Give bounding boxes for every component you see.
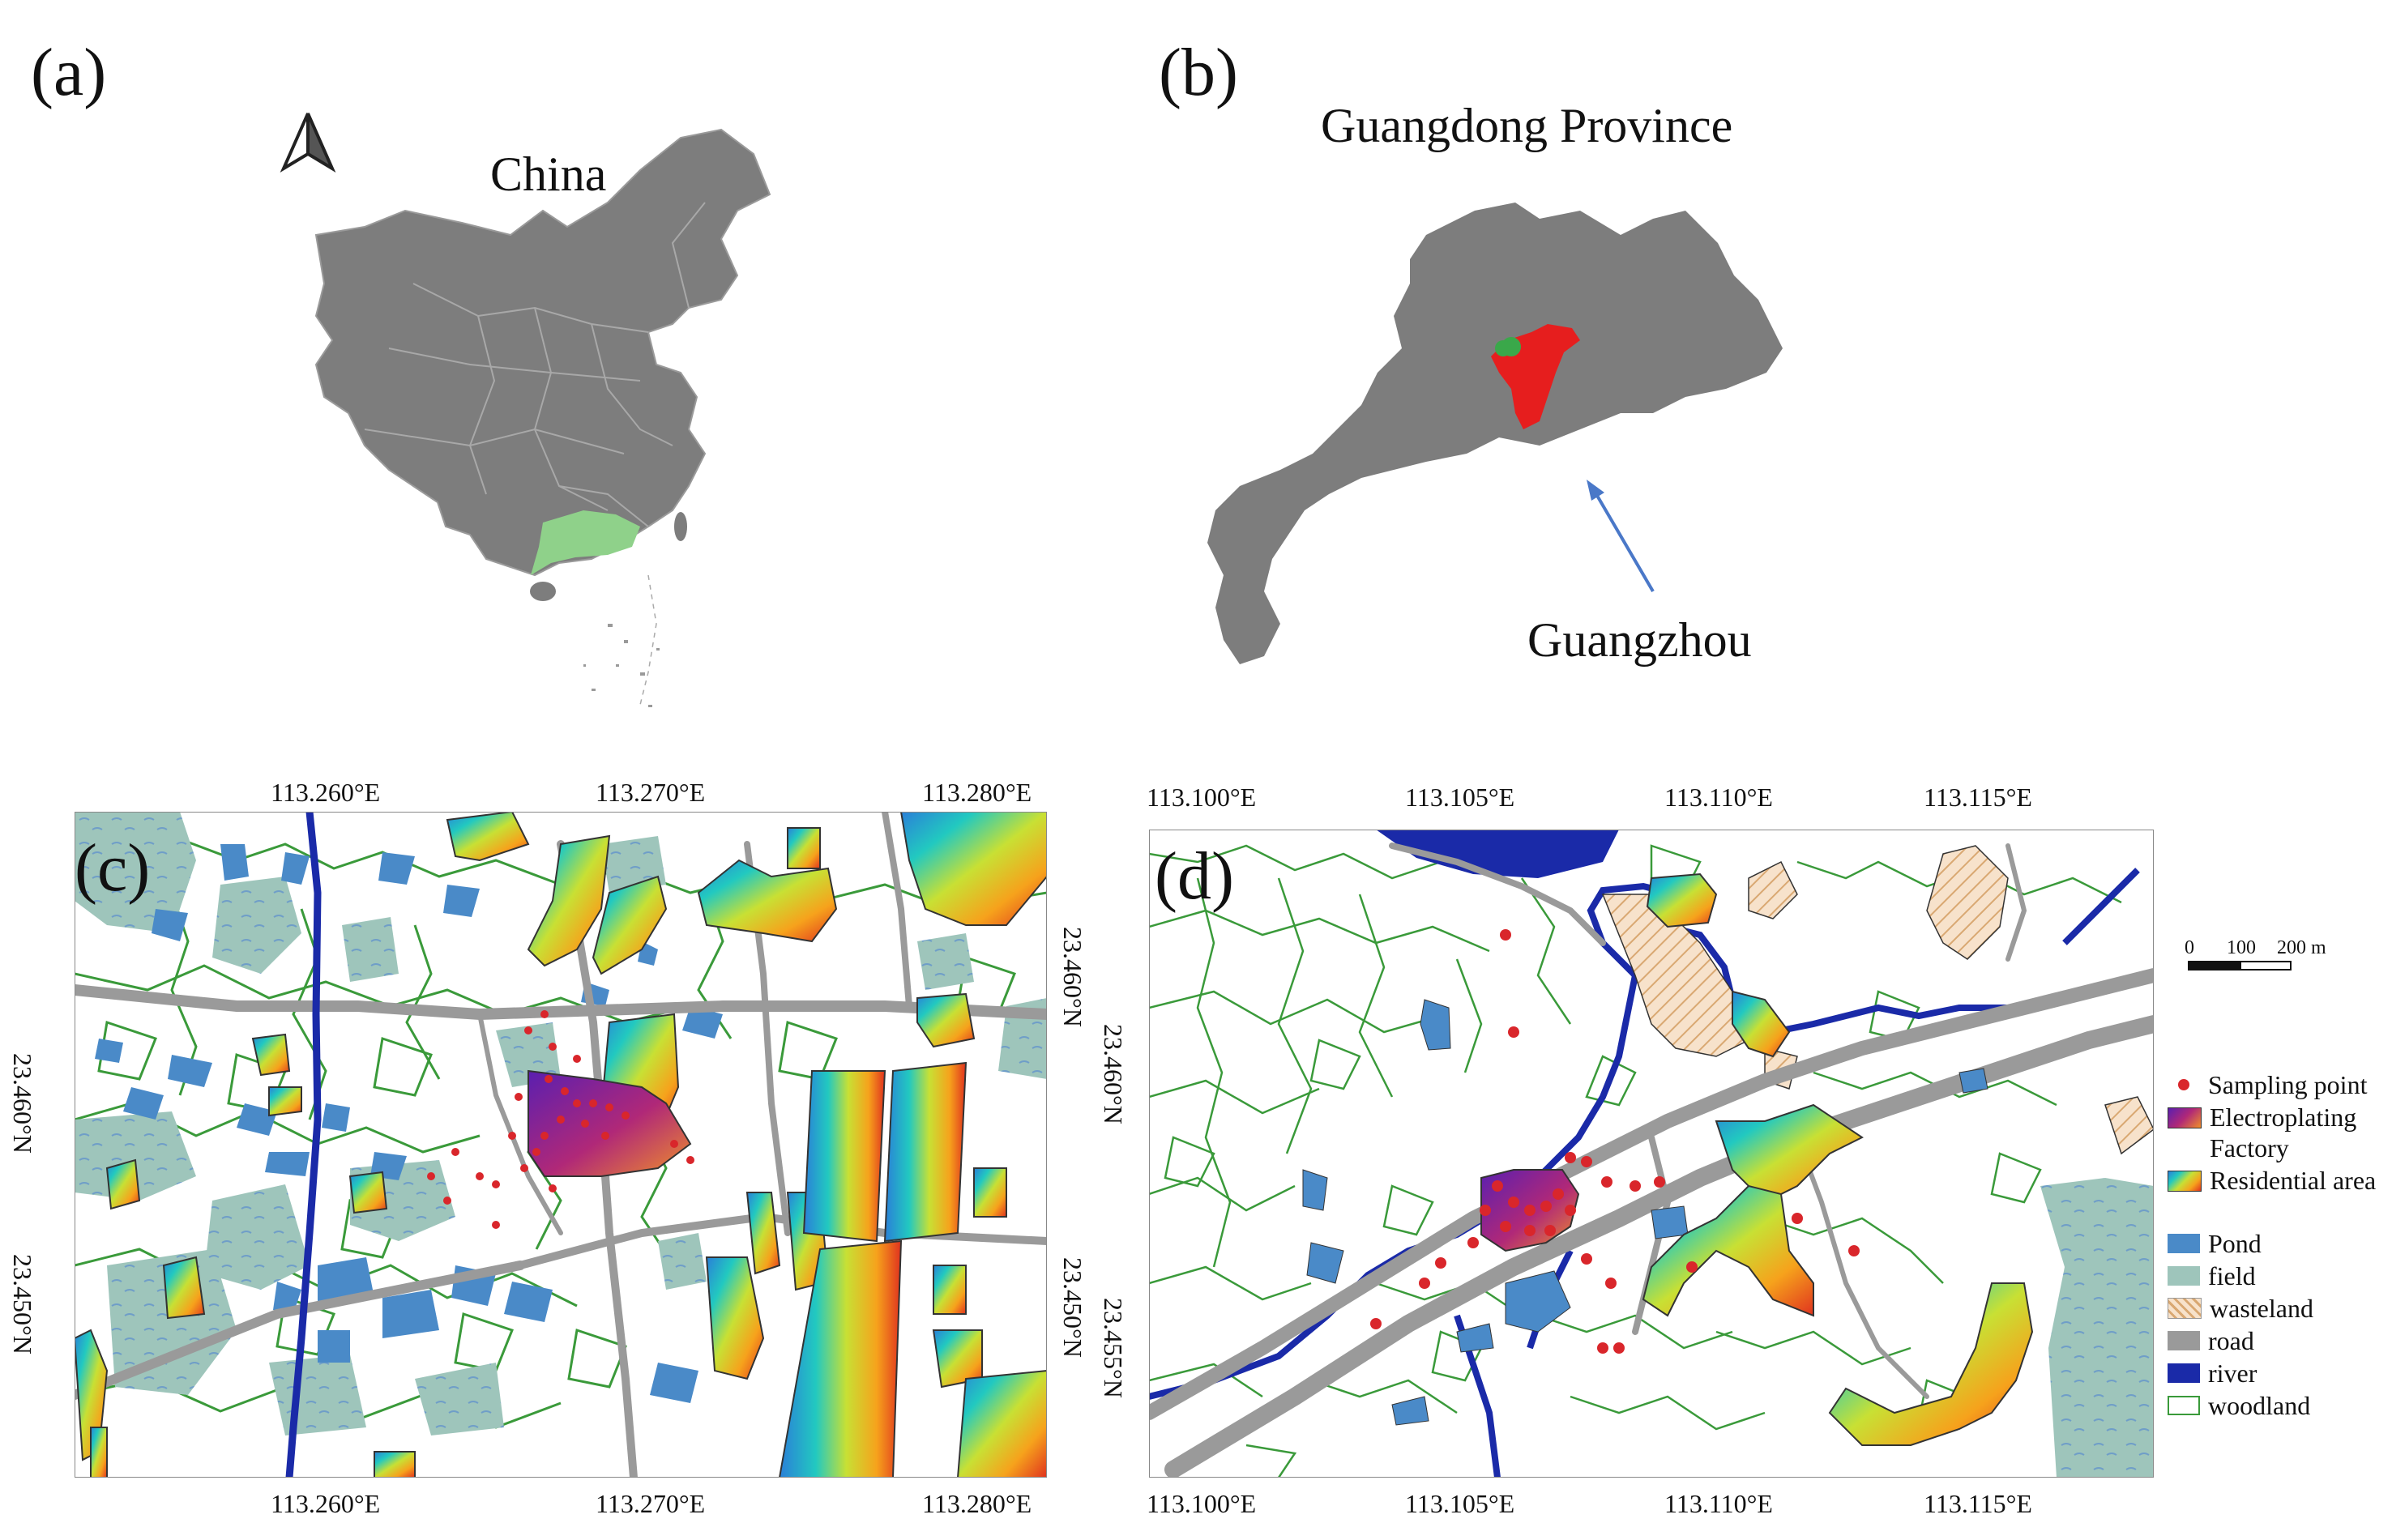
field-icon <box>2168 1266 2200 1286</box>
c-top-lon-2: 113.270°E <box>596 778 706 807</box>
legend-sampling-point: Sampling point <box>2168 1069 2367 1100</box>
china-label: China <box>490 147 607 201</box>
pond-areas <box>1302 999 1988 1426</box>
c-top-lon-1: 113.260°E <box>271 778 381 807</box>
river-lake <box>1376 830 1619 878</box>
field-area <box>2040 1178 2154 1478</box>
legend-field: field <box>2168 1261 2256 1291</box>
scale-label-0: 0 <box>2185 937 2194 958</box>
c-right-lat-1: 23.460°N <box>1058 927 1087 1027</box>
north-arrow-icon <box>280 113 336 173</box>
panel-c-frame <box>75 812 1047 1478</box>
hainan-island <box>530 582 556 601</box>
d-left-lat-1: 23.460°N <box>1099 1024 1128 1124</box>
legend: Sampling point Electroplating Factory Re… <box>2159 1069 2390 1426</box>
c-bot-lon-2: 113.270°E <box>596 1489 706 1518</box>
panel-b-map <box>1207 203 1783 664</box>
d-top-lon-2: 113.105°E <box>1405 783 1515 812</box>
road-network <box>1149 843 2154 1478</box>
panel-d-frame <box>1149 830 2154 1478</box>
river-line <box>285 812 322 1478</box>
electroplating-factory <box>528 1069 692 1177</box>
legend-woodland: woodland <box>2168 1390 2310 1421</box>
taiwan-island <box>674 512 687 541</box>
scs-islands <box>583 624 660 707</box>
legend-residential-area: Residential area <box>2168 1165 2380 1196</box>
road-icon <box>2168 1331 2200 1350</box>
guangdong-highlight <box>531 510 640 575</box>
legend-pond: Pond <box>2168 1228 2262 1259</box>
pond-areas <box>95 844 723 1403</box>
panel-d-map <box>1149 830 2154 1478</box>
panel-c-map <box>75 812 1047 1478</box>
residential-areas <box>75 812 1047 1478</box>
legend-wasteland: wasteland <box>2168 1293 2313 1324</box>
scale-bar: 0 100 200 m <box>2185 937 2326 987</box>
panel-d-label: (d) <box>1155 838 1234 914</box>
c-left-lat-1: 23.460°N <box>8 1053 37 1154</box>
wasteland-icon <box>2168 1298 2202 1319</box>
residential-area-icon <box>2168 1171 2202 1192</box>
panel-a-map <box>280 113 771 707</box>
c-right-lat-2: 23.450°N <box>1058 1257 1087 1358</box>
guangzhou-label: Guangzhou <box>1527 613 1752 667</box>
d-bot-lon-3: 113.110°E <box>1664 1489 1773 1518</box>
d-left-lat-2: 23.455°N <box>1099 1298 1128 1398</box>
arrow-icon <box>1587 480 1655 593</box>
sampling-points <box>1370 929 1860 1354</box>
scale-label-100: 100 <box>2227 937 2256 958</box>
c-top-lon-3: 113.280°E <box>922 778 1032 807</box>
pond-icon <box>2168 1234 2200 1253</box>
c-bot-lon-1: 113.260°E <box>271 1489 381 1518</box>
d-bot-lon-4: 113.115°E <box>1924 1489 2032 1518</box>
d-bot-lon-1: 113.100°E <box>1147 1489 1257 1518</box>
c-left-lat-2: 23.450°N <box>8 1254 37 1354</box>
river-icon <box>2168 1363 2200 1383</box>
guangdong-title: Guangdong Province <box>1321 99 1733 152</box>
legend-river: river <box>2168 1358 2257 1389</box>
c-bot-lon-3: 113.280°E <box>922 1489 1032 1518</box>
panel-c-label: (c) <box>75 830 151 906</box>
electroplating-factory-icon <box>2168 1107 2202 1128</box>
woodland-icon <box>2168 1396 2200 1415</box>
d-top-lon-4: 113.115°E <box>1924 783 2032 812</box>
scale-label-200: 200 m <box>2277 937 2326 958</box>
residential-areas <box>1642 872 2034 1446</box>
sampling-point-icon <box>2168 1075 2200 1094</box>
d-top-lon-3: 113.110°E <box>1664 783 1773 812</box>
province-borders <box>364 202 706 527</box>
panel-c-border <box>75 812 1047 1478</box>
sampling-points <box>427 1010 694 1229</box>
panel-b-label: (b) <box>1159 35 1238 110</box>
panel-d-border <box>1149 830 2154 1478</box>
china-landmass <box>314 128 771 577</box>
d-bot-lon-2: 113.105°E <box>1405 1489 1515 1518</box>
panel-a-label: (a) <box>31 35 107 110</box>
legend-road: road <box>2168 1325 2254 1356</box>
d-top-lon-1: 113.100°E <box>1147 783 1257 812</box>
legend-electroplating-factory: Electroplating Factory <box>2168 1102 2380 1163</box>
guangdong-landmass <box>1207 203 1783 664</box>
